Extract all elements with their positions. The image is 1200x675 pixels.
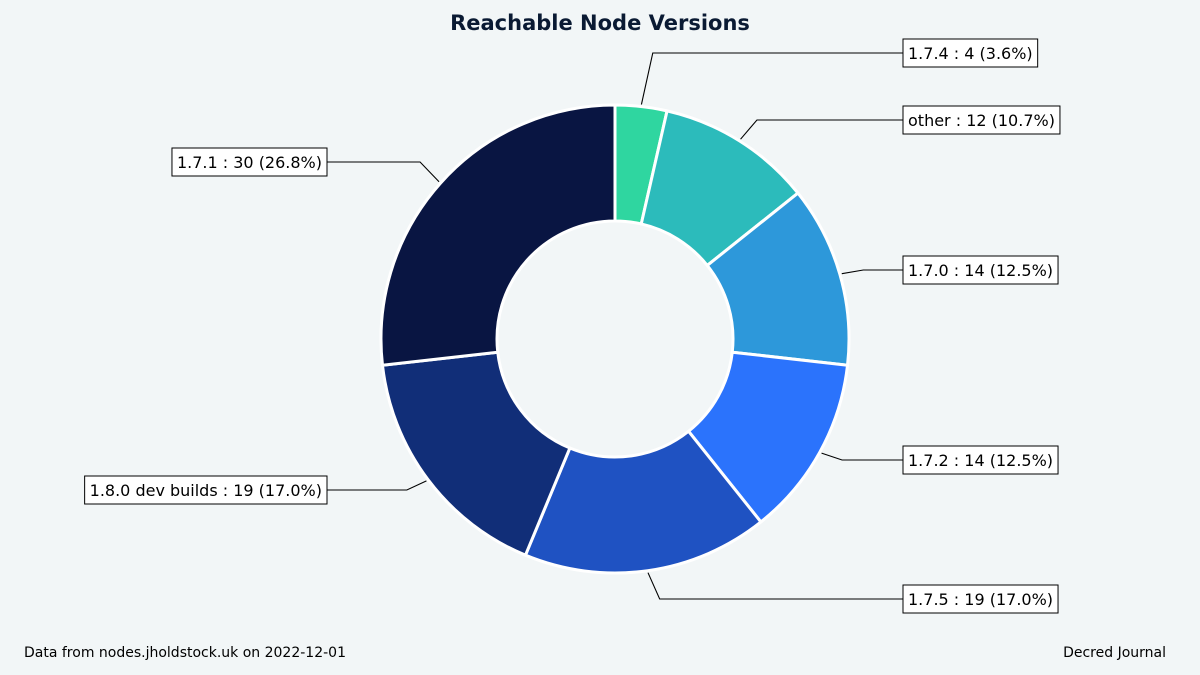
labels-group: 1.7.4 : 4 (3.6%) other : 12 (10.7%) 1.7.0 … [84,38,1061,614]
slice-1-8-0-dev-builds [380,350,572,557]
credit-note: Decred Journal [1063,645,1166,661]
slice-1-7-5 [523,429,763,575]
leader-line-1-7-4 [640,52,903,105]
slice-label-box-1-7-0 [902,255,1059,285]
slice-label-1-7-0: 1.7.0 : 14 (12.5%) [908,261,1053,280]
slice-label-1-7-1: 1.7.1 : 30 (26.8%) [177,153,322,172]
data-source-note: Data from nodes.jholdstock.uk on 2022-12… [24,645,346,661]
slice-label-box-1-7-1 [171,147,328,177]
leader-line-1-7-5 [647,572,903,600]
slices-group [379,103,851,575]
leader-line-1-7-2 [821,452,903,461]
slice-label-box-1-7-4 [902,38,1039,68]
slice-1-7-1 [379,103,617,367]
slice-label-box-1-7-5 [902,584,1059,614]
slice-label-other: other : 12 (10.7%) [908,111,1055,130]
leader-line-1-7-1 [327,161,440,183]
slice-label-1-7-2: 1.7.2 : 14 (12.5%) [908,451,1053,470]
slice-label-box-1-7-2 [902,445,1059,475]
slice-label-1-7-5: 1.7.5 : 19 (17.0%) [908,590,1053,609]
slice-label-box-other [902,105,1061,135]
chart-title: Reachable Node Versions [450,11,750,35]
slice-label-1-7-4: 1.7.4 : 4 (3.6%) [908,44,1033,63]
leader-line-1-8-0-dev-builds [327,480,427,491]
leader-line-other [740,119,903,140]
slice-label-1-8-0-dev-builds: 1.8.0 dev builds : 19 (17.0%) [90,481,322,500]
leader-line-1-7-0 [841,269,903,275]
slice-label-box-1-8-0-dev-builds [84,475,328,505]
